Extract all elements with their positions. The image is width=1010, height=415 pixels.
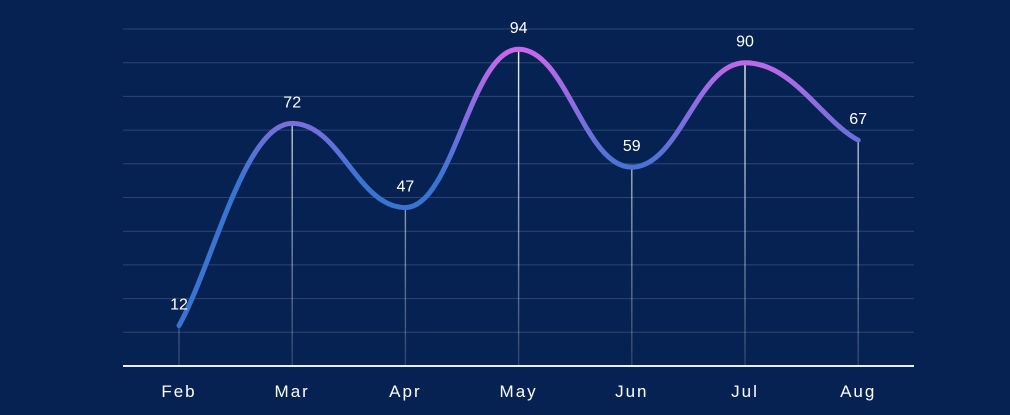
x-tick-label-aug: Aug [840, 382, 876, 401]
value-label-apr: 47 [397, 179, 415, 196]
series-line [176, 46, 861, 329]
value-label-feb: 12 [170, 297, 188, 314]
value-labels: 12 72 47 94 59 90 67 [170, 20, 867, 313]
x-tick-label-mar: Mar [275, 382, 310, 401]
x-tick-label-apr: Apr [389, 382, 421, 401]
x-tick-labels: Feb Mar Apr May Jun Jul Aug [161, 382, 876, 401]
value-label-jul: 90 [736, 34, 754, 51]
value-label-aug: 67 [849, 111, 867, 128]
x-tick-label-jul: Jul [731, 382, 759, 401]
x-tick-label-may: May [500, 382, 538, 401]
value-label-mar: 72 [283, 94, 301, 111]
drop-lines [178, 49, 859, 367]
x-tick-label-jun: Jun [615, 382, 648, 401]
value-label-may: 94 [510, 20, 528, 37]
value-label-jun: 59 [623, 138, 641, 155]
x-tick-label-feb: Feb [161, 382, 196, 401]
